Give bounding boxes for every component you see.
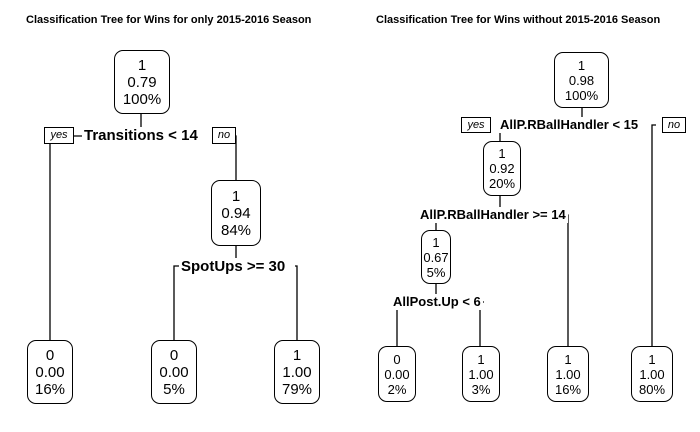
left-root-node: 1 0.79 100%: [114, 50, 170, 114]
node-class: 0: [45, 346, 55, 364]
edge-r1-to-leaf2: [173, 265, 181, 340]
node-prob: 0.79: [127, 73, 157, 91]
node-pct: 3%: [471, 381, 491, 397]
node-pct: 100%: [564, 87, 599, 103]
node-prob: 0.94: [221, 204, 251, 222]
right-node-l1: 1 0.92 20%: [483, 141, 521, 196]
node-pct: 16%: [34, 380, 66, 398]
right-yes-tag: yes: [461, 117, 491, 133]
right-tree-panel: Classification Tree for Wins without 201…: [350, 0, 700, 432]
left-split-root-label: Transitions < 14: [82, 127, 200, 145]
node-prob: 1.00: [468, 366, 494, 382]
node-prob: 0.00: [384, 366, 410, 382]
edge-root-to-leaf4: [651, 124, 656, 346]
node-prob: 0.92: [489, 161, 515, 176]
edge-root-to-leaf1: [49, 135, 84, 340]
node-pct: 2%: [387, 381, 407, 397]
node-class: 1: [498, 146, 506, 161]
node-pct: 84%: [220, 221, 252, 239]
node-pct: 79%: [281, 380, 313, 398]
right-leaf-1: 0 0.00 2%: [378, 346, 416, 402]
right-split-l2-label: AllPost.Up < 6: [391, 294, 483, 310]
left-leaf-2: 0 0.00 5%: [151, 340, 197, 404]
node-class: 1: [137, 56, 147, 74]
node-prob: 0.67: [423, 249, 449, 265]
node-pct: 5%: [163, 380, 185, 398]
node-class: 1: [231, 187, 241, 205]
node-class: 1: [477, 351, 485, 367]
left-tree-title: Classification Tree for Wins for only 20…: [26, 14, 312, 26]
node-prob: 0.00: [35, 363, 65, 381]
right-root-node: 1 0.98 100%: [554, 52, 609, 108]
left-node-r1: 1 0.94 84%: [211, 180, 261, 246]
right-leaf-3: 1 1.00 16%: [547, 346, 589, 402]
node-class: 1: [577, 57, 586, 73]
right-leaf-4: 1 1.00 80%: [631, 346, 673, 402]
node-prob: 1.00: [639, 366, 665, 382]
left-tree-panel: Classification Tree for Wins for only 20…: [26, 14, 320, 404]
node-class: 1: [564, 351, 572, 367]
node-class: 1: [648, 351, 656, 367]
node-prob: 1.00: [282, 363, 312, 381]
right-split-root-label: AllP.RBallHandler < 15: [498, 117, 641, 133]
node-class: 0: [169, 346, 179, 364]
node-pct: 5%: [426, 264, 446, 280]
right-leaf-2: 1 1.00 3%: [462, 346, 500, 402]
node-pct: 16%: [554, 381, 582, 397]
right-node-l2: 1 0.67 5%: [421, 230, 451, 284]
edge-r1-to-leaf3: [295, 265, 298, 340]
edge-l1-to-leaf3: [565, 214, 569, 346]
node-pct: 100%: [122, 90, 162, 108]
node-class: 0: [393, 351, 401, 367]
right-no-tag: no: [662, 117, 686, 133]
left-leaf-1: 0 0.00 16%: [27, 340, 73, 404]
left-no-tag: no: [212, 127, 236, 144]
node-class: 1: [292, 346, 302, 364]
left-leaf-3: 1 1.00 79%: [274, 340, 320, 404]
node-class: 1: [432, 234, 440, 250]
node-prob: 0.98: [568, 72, 595, 88]
left-split-r1-label: SpotUps >= 30: [179, 258, 288, 276]
right-tree-title: Classification Tree for Wins without 201…: [376, 14, 661, 26]
left-yes-tag: yes: [44, 127, 74, 144]
node-pct: 20%: [488, 176, 516, 191]
node-pct: 80%: [638, 381, 666, 397]
node-prob: 0.00: [159, 363, 189, 381]
right-split-l1-label: AllP.RBallHandler >= 14: [418, 207, 568, 223]
node-prob: 1.00: [555, 366, 581, 382]
